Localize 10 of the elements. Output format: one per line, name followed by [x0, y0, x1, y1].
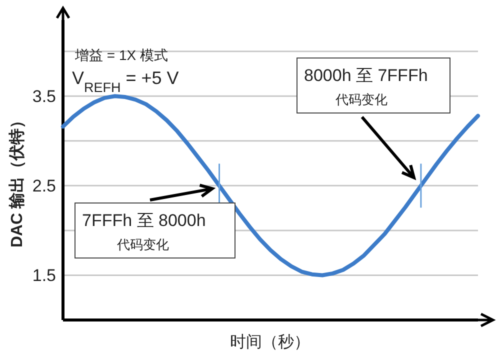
- annotation: 增益 = 1X 模式: [74, 47, 168, 63]
- annotation: 7FFFh 至 8000h 代码变化: [82, 211, 206, 252]
- y-axis-title: DAC 输出（伏特）: [8, 112, 26, 248]
- x-axis-title: 时间（秒）: [230, 333, 310, 351]
- y-tick-label: 1.5: [32, 266, 56, 286]
- annotation: 8000h 至 7FFFh 代码变化: [304, 66, 428, 107]
- annotation: V$_{REFH}$ = +5 V: [72, 68, 179, 94]
- line-series: [61, 94, 480, 278]
- y-tick-label: 3.5: [32, 87, 56, 106]
- y-tick-label: 2.5: [32, 176, 56, 196]
